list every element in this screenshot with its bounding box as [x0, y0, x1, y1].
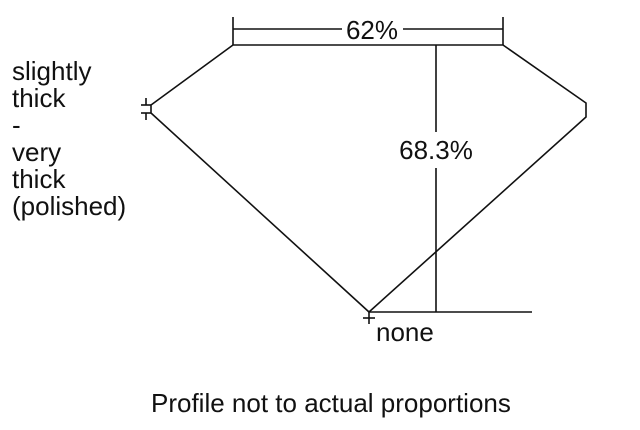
girdle-label: slightly thick - very thick (polished): [12, 58, 126, 220]
girdle-label-line: thick: [12, 164, 66, 194]
depth-label: 68.3%: [399, 135, 473, 165]
girdle-label-line: slightly: [12, 56, 92, 86]
gem-outline: [150, 44, 587, 314]
table-label: 62%: [346, 15, 398, 45]
girdle-label-line: (polished): [12, 191, 127, 221]
caption: Profile not to actual proportions: [151, 388, 511, 418]
girdle-label-line: thick: [12, 83, 66, 113]
culet-marker: [363, 312, 375, 324]
culet-label: none: [376, 317, 434, 347]
girdle-marker: [141, 98, 151, 120]
girdle-label-line: -: [12, 110, 21, 140]
girdle-label-line: very: [12, 137, 62, 167]
